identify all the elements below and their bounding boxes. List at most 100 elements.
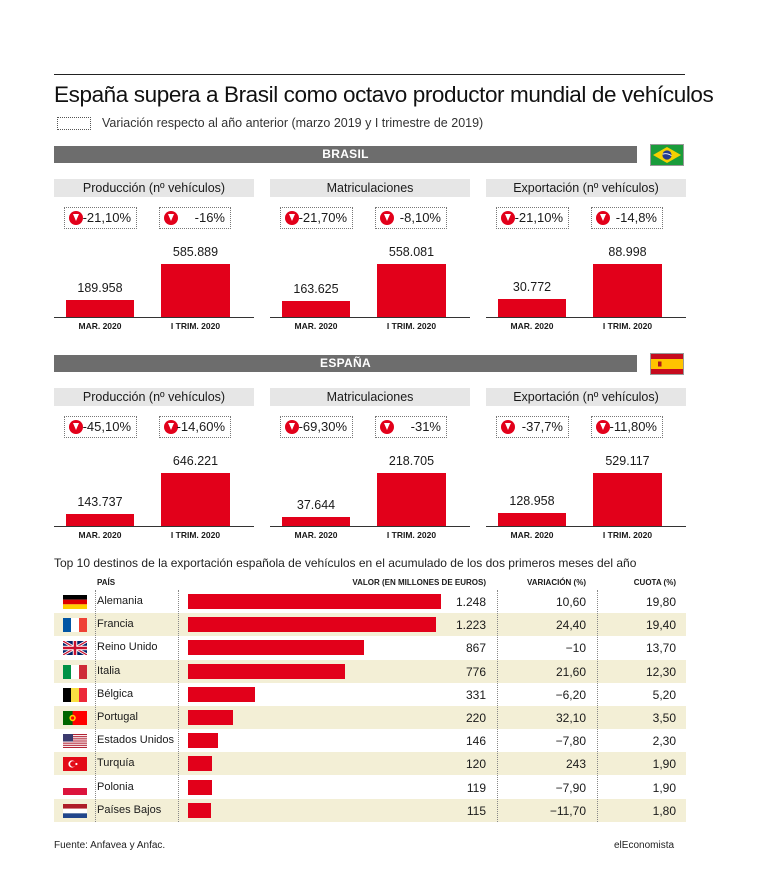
section-header-espana: ESPAÑA [54,355,637,372]
bar-value-label: 37.644 [296,498,336,512]
variation-value: -37,7% [521,419,563,434]
bar-value-label: 529.117 [605,454,650,468]
variation-value: -11,80% [609,419,657,434]
panel-heading: Producción (nº vehículos) [54,388,254,406]
variation-value: -21,70% [298,210,347,225]
variation-value: -69,30% [298,419,347,434]
bar-mar-2020 [66,514,134,526]
variation-box-quarterly: -31% [375,416,447,438]
spain-flag-icon [650,353,684,375]
section-header-brasil: BRASIL [54,146,637,163]
netherlands-flag-icon [63,804,87,818]
country-name: Polonia [97,781,134,793]
export-value-bar [188,756,212,771]
table-header-country: PAÍS [97,578,116,587]
country-name: Países Bajos [97,804,162,816]
share-value: 1,90 [652,781,676,795]
chart-baseline [54,317,254,318]
chart-baseline [486,317,686,318]
country-name: Estados Unidos [97,734,175,746]
source-note: Fuente: Anfavea y Anfac. [54,840,166,851]
panel-heading: Matriculaciones [270,179,470,197]
chart-baseline [270,526,470,527]
share-value: 2,30 [652,734,676,748]
bar-value-label: 218.705 [388,454,435,468]
bar-mar-2020 [282,301,350,317]
bar-i-trim-2020 [377,264,446,317]
export-value: 220 [465,711,486,725]
variation-box-monthly: -21,10% [64,207,137,229]
variation-value: 32,10 [555,711,586,725]
variation-value: −6,20 [555,688,586,702]
country-name: Reino Unido [97,641,158,653]
down-arrow-icon [164,211,178,225]
export-value: 776 [465,665,486,679]
x-axis-tick-label: I TRIM. 2020 [170,321,221,331]
export-value: 1.248 [455,595,486,609]
variation-value: −10 [565,641,586,655]
variation-value: 21,60 [555,665,586,679]
bar-value-label: 143.737 [77,495,123,509]
export-value: 115 [466,804,486,818]
export-value: 146 [465,734,486,748]
down-arrow-icon [501,211,515,225]
share-value: 1,90 [652,757,676,771]
x-axis-tick-label: I TRIM. 2020 [602,321,653,331]
bar-value-label: 128.958 [509,494,555,508]
export-value-bar [188,664,345,679]
column-separator [178,590,180,822]
bar-mar-2020 [66,300,134,317]
country-name: Portugal [97,711,138,723]
down-arrow-icon [285,211,299,225]
bar-i-trim-2020 [593,473,662,526]
variation-value: -31% [410,419,441,434]
export-value-bar [188,687,255,702]
down-arrow-icon [501,420,515,434]
variation-box-quarterly: -8,10% [375,207,447,229]
bar-mar-2020 [282,517,350,526]
bar-mar-2020 [498,299,566,317]
export-value: 120 [465,757,486,771]
variation-value: -14,8% [615,210,657,225]
column-separator [597,590,599,822]
poland-flag-icon [63,781,87,795]
panel-heading: Exportación (nº vehículos) [486,388,686,406]
share-value: 3,50 [652,711,676,725]
variation-box-quarterly: -14,8% [591,207,663,229]
italy-flag-icon [63,665,87,679]
bar-value-label: 646.221 [172,454,219,468]
export-value: 331 [465,688,486,702]
down-arrow-icon [285,420,299,434]
x-axis-tick-label: I TRIM. 2020 [386,321,437,331]
x-axis-tick-label: MAR. 2020 [510,530,554,540]
country-name: Turquía [97,757,135,769]
export-value-bar [188,617,436,632]
variation-value: 24,40 [555,618,586,632]
x-axis-tick-label: MAR. 2020 [78,530,122,540]
variation-value: 10,60 [555,595,586,609]
country-name: Bélgica [97,688,134,700]
brazil-flag-icon [650,144,684,166]
bar-i-trim-2020 [377,473,446,526]
variation-box-monthly: -69,30% [280,416,353,438]
country-name: Italia [97,665,121,677]
table-row [54,776,686,799]
share-value: 5,20 [652,688,676,702]
table-row [54,660,686,683]
usa-flag-icon [63,734,87,748]
country-name: Alemania [97,595,143,607]
down-arrow-icon [596,211,610,225]
export-value-bar [188,780,212,795]
x-axis-tick-label: MAR. 2020 [294,530,338,540]
table-row [54,799,686,822]
bar-value-label: 558.081 [388,245,435,259]
down-arrow-icon [380,420,394,434]
bar-mar-2020 [498,513,566,526]
column-separator [95,590,97,822]
germany-flag-icon [63,595,87,609]
legend-swatch [57,117,91,130]
chart-baseline [270,317,470,318]
panel-heading: Exportación (nº vehículos) [486,179,686,197]
down-arrow-icon [164,420,178,434]
chart-baseline [54,526,254,527]
